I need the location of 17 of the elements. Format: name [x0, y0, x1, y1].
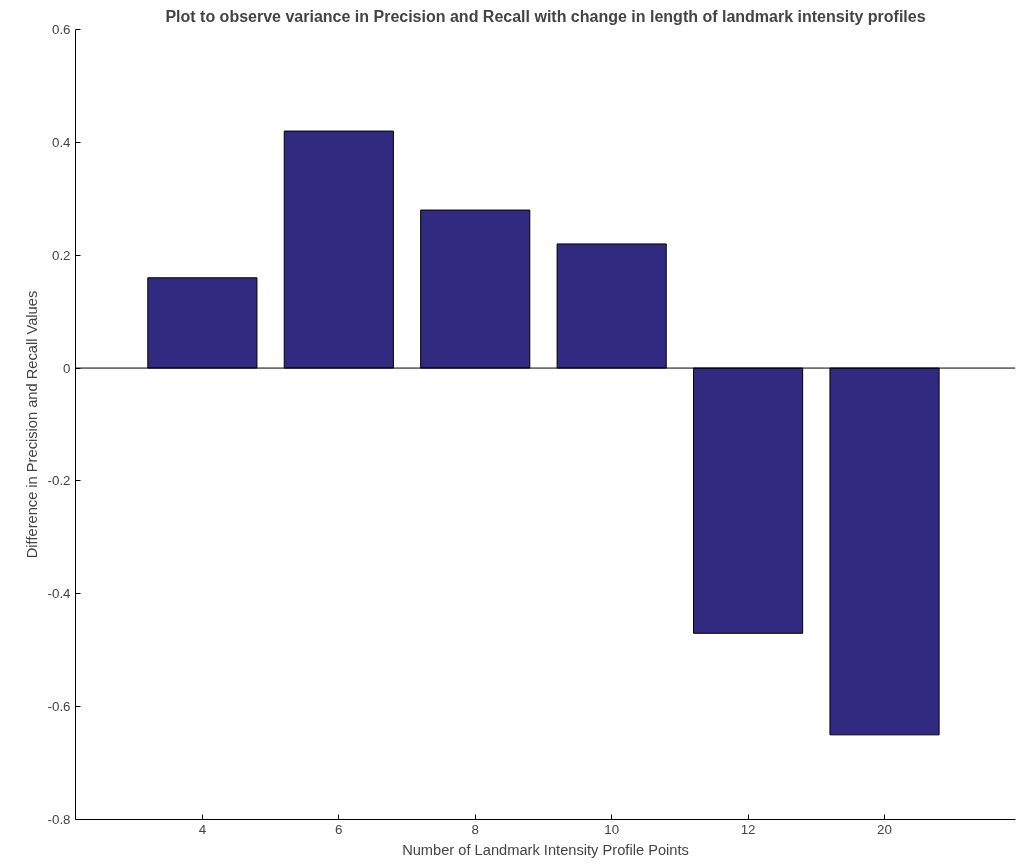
y-tick-label: 0.4 — [51, 134, 72, 150]
y-axis-title: Difference in Precision and Recall Values — [23, 290, 40, 559]
y-tick-label: -0.8 — [47, 812, 71, 827]
x-tick-label: 20 — [877, 821, 892, 837]
x-tick-label: 10 — [604, 821, 620, 837]
y-tick-label: -0.2 — [47, 473, 71, 489]
y-tick-label: -0.6 — [47, 699, 71, 715]
x-tick-label: 4 — [198, 821, 207, 837]
y-tick-label: 0.6 — [51, 22, 71, 37]
y-tick-label: -0.4 — [47, 586, 72, 602]
x-tick-label: 6 — [335, 821, 343, 837]
x-tick-label: 8 — [471, 821, 479, 837]
x-tick-label: 12 — [740, 821, 756, 837]
chart-title: Plot to observe variance in Precision and Recall with change in length of landmark intensity profiles — [165, 7, 926, 25]
y-tick-label: 0 — [63, 360, 71, 376]
y-tick-label: 0.2 — [51, 247, 71, 263]
x-axis-title: Number of Landmark Intensity Profile Points — [402, 841, 689, 858]
